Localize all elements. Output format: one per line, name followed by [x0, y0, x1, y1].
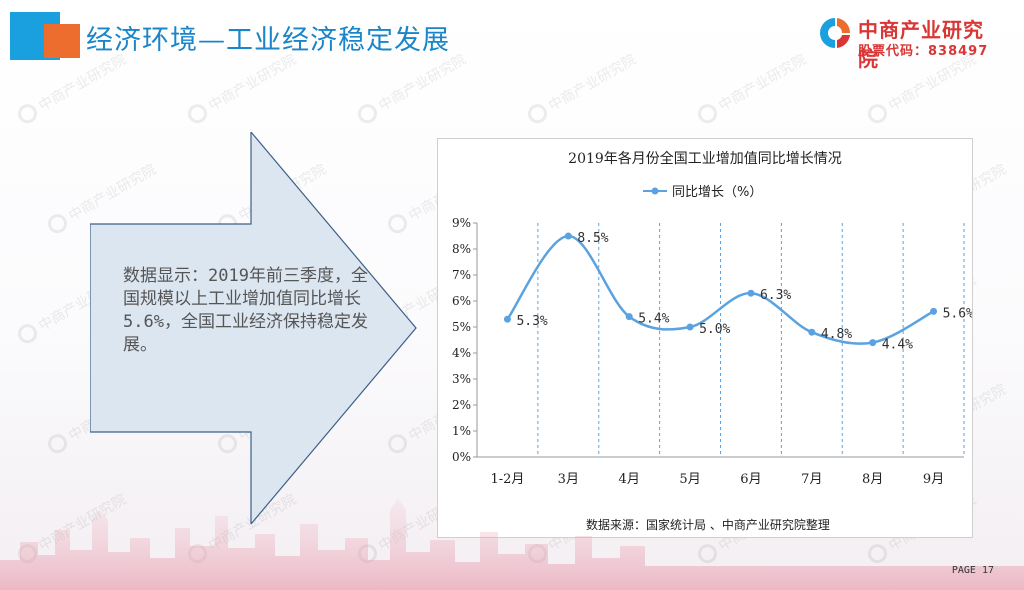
x-tick-label: 8月	[862, 472, 883, 487]
x-tick-label: 4月	[619, 472, 640, 487]
x-tick-label: 3月	[558, 472, 579, 487]
data-point	[869, 339, 877, 347]
data-label: 5.4%	[638, 312, 669, 327]
data-label: 5.0%	[699, 322, 730, 337]
chart-legend: 同比增长（%）	[643, 185, 762, 200]
x-tick-label: 6月	[740, 472, 761, 487]
watermark: 中商产业研究院	[698, 52, 809, 124]
watermark: 中商产业研究院	[188, 52, 299, 124]
chart-title: 2019年各月份全国工业增加值同比增长情况	[568, 150, 842, 167]
arrow-shape	[90, 132, 417, 524]
data-label: 4.8%	[821, 327, 852, 342]
y-tick-label: 5%	[452, 320, 471, 334]
data-point	[747, 289, 755, 297]
data-label: 6.3%	[760, 288, 791, 303]
y-tick-label: 2%	[452, 398, 471, 412]
y-tick-label: 7%	[452, 268, 471, 282]
y-tick-label: 6%	[452, 294, 471, 308]
brand-logo: 中商产业研究院 股票代码：838497	[818, 14, 998, 71]
chart-source: 数据来源：国家统计局 、中商产业研究院整理	[586, 517, 830, 532]
y-tick-label: 4%	[452, 346, 471, 360]
x-tick-label: 7月	[801, 472, 822, 487]
plot-area: 0% 1% 2% 3% 4% 5% 6% 7% 8% 9% 1-2月 3月 4月 5月 6月 7月 8月 9月 5.…	[452, 216, 972, 487]
watermark: 中商产业研究院	[358, 52, 469, 124]
svg-text:中商产业研究院: 中商产业研究院	[376, 52, 469, 115]
logo-squares	[10, 8, 82, 64]
data-point	[930, 307, 938, 315]
arrow-summary-text: 数据显示：2019年前三季度，全国规模以上工业增加值同比增长5.6%，全国工业经…	[123, 266, 368, 355]
data-point	[686, 323, 694, 331]
page-number: PAGE 17	[951, 565, 994, 576]
y-tick-label: 9%	[452, 216, 471, 230]
x-tick-label: 1-2月	[490, 472, 524, 487]
chart-panel: 2019年各月份全国工业增加值同比增长情况 同比增长（%） 0% 1% 2% 3% 4%…	[437, 138, 973, 538]
x-tick-label: 9月	[923, 472, 944, 487]
svg-text:中商产业研究院: 中商产业研究院	[716, 52, 809, 115]
brand-stock-code: 股票代码：838497	[858, 44, 989, 59]
legend-label: 同比增长（%）	[672, 185, 762, 200]
y-tick-label: 1%	[452, 424, 471, 438]
svg-text:中商产业研究院: 中商产业研究院	[206, 52, 299, 115]
y-tick-label: 0%	[452, 450, 471, 464]
data-point	[625, 313, 633, 321]
page-title: 经济环境—工业经济稳定发展	[86, 25, 450, 56]
brand-name: 中商产业研究院	[858, 18, 984, 71]
line-chart: 2019年各月份全国工业增加值同比增长情况 同比增长（%） 0% 1% 2% 3% 4%…	[452, 150, 972, 532]
y-tick-label: 8%	[452, 242, 471, 256]
brand-logo-icon	[820, 18, 851, 48]
x-tick-label: 5月	[679, 472, 700, 487]
data-point	[808, 328, 816, 336]
svg-text:中商产业研究院: 中商产业研究院	[546, 52, 639, 115]
data-label: 5.6%	[943, 306, 972, 321]
data-label: 5.3%	[516, 314, 547, 329]
y-tick-label: 3%	[452, 372, 471, 386]
watermark: 中商产业研究院	[528, 52, 639, 124]
data-point	[564, 232, 572, 240]
legend-marker	[651, 187, 659, 195]
data-label: 8.5%	[577, 231, 608, 246]
data-label: 4.4%	[882, 338, 913, 353]
logo-square-orange	[44, 24, 80, 58]
data-point	[503, 315, 511, 323]
